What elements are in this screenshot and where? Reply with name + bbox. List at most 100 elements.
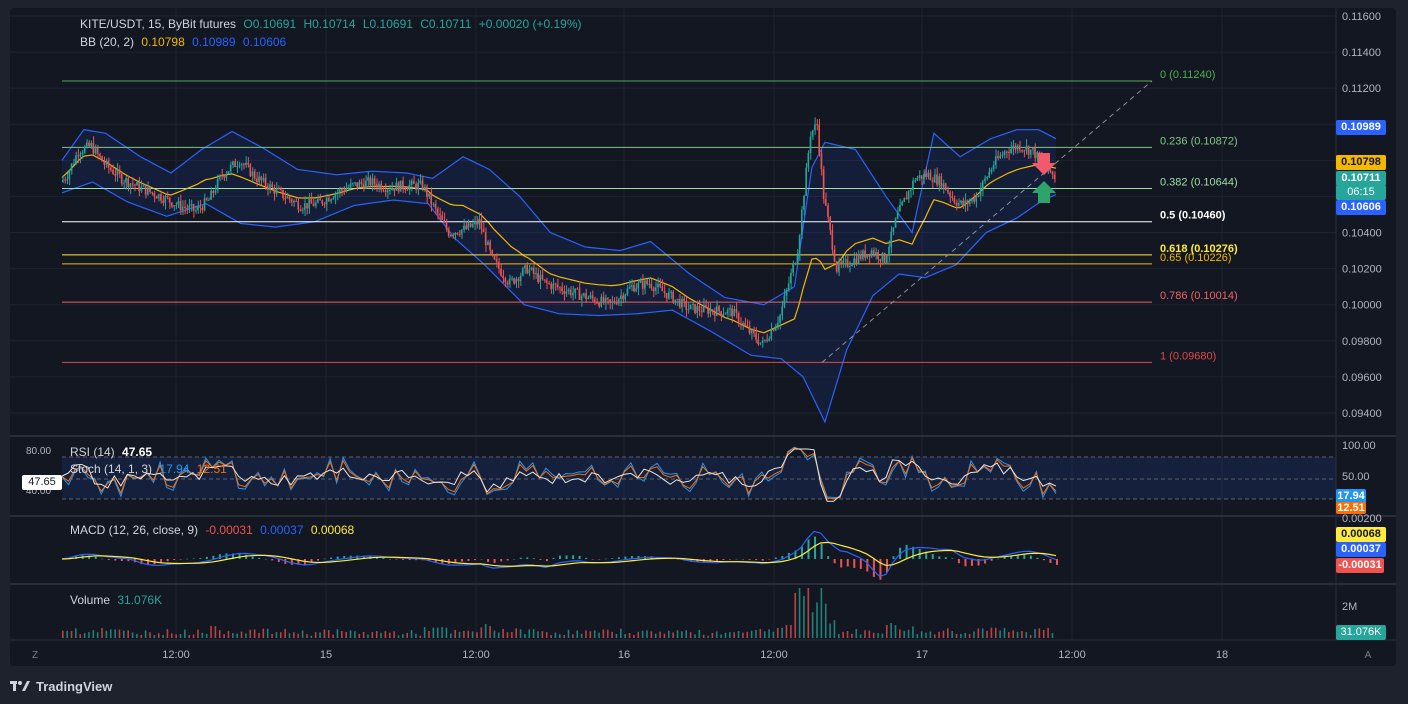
volume-bar [563, 635, 565, 638]
volume-bar [519, 629, 522, 638]
candle-body [1025, 146, 1028, 151]
candle-body [144, 185, 147, 195]
rsi-stoch-pane [61, 446, 1336, 502]
volume-bar [236, 633, 238, 638]
candle-body [739, 323, 742, 325]
candle-body [341, 189, 343, 191]
volume-bar [955, 633, 958, 638]
candle-body [312, 203, 315, 207]
candle-body [277, 188, 280, 190]
candle-body [188, 205, 191, 210]
tradingview-footer: TradingView [10, 676, 112, 696]
candle-body [770, 329, 773, 339]
volume-bar [620, 628, 622, 638]
candle-body [768, 338, 770, 341]
volume-bar [388, 632, 391, 638]
candle-body [663, 291, 666, 293]
bb-label[interactable]: BB (20, 2) [80, 35, 135, 49]
volume-bar [345, 631, 347, 638]
candle-body [1001, 154, 1004, 156]
volume-bar [707, 635, 709, 638]
rsi-label[interactable]: RSI (14) [70, 445, 115, 459]
pane-separators [10, 8, 1396, 641]
candle-body [338, 189, 341, 193]
candle-body [903, 197, 905, 202]
candle-body [99, 153, 101, 157]
candle-body [1014, 145, 1017, 150]
candle-body [85, 142, 88, 147]
volume-bar [807, 588, 810, 638]
volume-bar [1025, 632, 1028, 638]
macd-histogram-bar [218, 554, 221, 559]
macd-histogram-bar [114, 559, 117, 561]
tradingview-logo-icon[interactable] [10, 679, 32, 693]
candle-body [596, 302, 598, 304]
candle-body [957, 202, 960, 206]
candle-body [650, 283, 653, 289]
candle-body [208, 199, 210, 201]
candle-body [591, 295, 594, 299]
candle-body [210, 190, 212, 200]
candle-body [870, 250, 873, 257]
candle-body [530, 267, 533, 270]
volume-bar [524, 633, 526, 638]
volume-bar [776, 627, 779, 638]
volume-bar [907, 629, 910, 638]
macd-label[interactable]: MACD (12, 26, close, 9) [70, 523, 199, 537]
brand-name[interactable]: TradingView [36, 678, 113, 694]
candle-body [846, 259, 849, 267]
candle-body [467, 223, 470, 229]
volume-bar [184, 629, 186, 638]
candle-body [532, 267, 535, 274]
candle-body [726, 309, 729, 314]
candle-body [896, 211, 899, 219]
macd-histogram-bar [1016, 554, 1019, 559]
candle-body [973, 198, 975, 202]
candle-body [373, 178, 376, 185]
time-axis-label: 12:00 [162, 649, 190, 661]
volume-bar [218, 630, 221, 638]
candle-body [1003, 151, 1006, 155]
symbol-title[interactable]: KITE/USDT, 15, ByBit futures [80, 17, 237, 31]
candle-body [240, 164, 243, 166]
macd-histogram-bar [689, 559, 692, 562]
volume-bar [816, 602, 818, 638]
candle-body [1034, 147, 1036, 159]
candle-body [301, 209, 304, 211]
macd-histogram-bar [506, 559, 509, 561]
fibonacci-retracement[interactable]: 0 (0.11240) 0.236 (0.10872) 0.382 (0.10644… [62, 69, 1238, 363]
macd-histogram-bar [192, 558, 195, 560]
candle-body [162, 200, 164, 203]
macd-histogram-bar [951, 558, 954, 559]
candle-body [96, 147, 99, 154]
candle-body [1018, 145, 1021, 151]
candle-body [648, 283, 650, 285]
candle-body [628, 286, 631, 289]
price-axis-label: 0.09800 [1342, 336, 1382, 348]
candle-body [918, 175, 921, 178]
volume-label[interactable]: Volume [70, 593, 111, 607]
candle-body [613, 300, 616, 303]
chart-canvas[interactable]: 0 (0.11240) 0.236 (0.10872) 0.382 (0.10644… [10, 8, 1396, 666]
candle-body [223, 175, 225, 178]
candle-body [872, 250, 875, 255]
candle-body [822, 169, 825, 200]
candle-body [624, 294, 626, 300]
candle-body [606, 297, 609, 300]
candle-body [343, 190, 345, 192]
volume-bar [380, 632, 382, 638]
volume-bar [384, 631, 387, 638]
candle-body [942, 183, 945, 188]
macd-line-tag: 0.00037 [1336, 542, 1386, 557]
volume-bar [301, 630, 304, 638]
candle-body [382, 189, 385, 191]
rsi-axis-label: 100.00 [1342, 440, 1376, 452]
candle-body [694, 303, 696, 314]
ohlc-open: O0.10691 [243, 17, 297, 31]
stoch-label[interactable]: Stoch (14, 1, 3) [70, 462, 153, 476]
candle-body [109, 167, 112, 170]
volume-bar [393, 631, 395, 638]
volume-bar [92, 630, 95, 638]
candle-body [986, 177, 988, 179]
volume-bar [833, 620, 836, 638]
